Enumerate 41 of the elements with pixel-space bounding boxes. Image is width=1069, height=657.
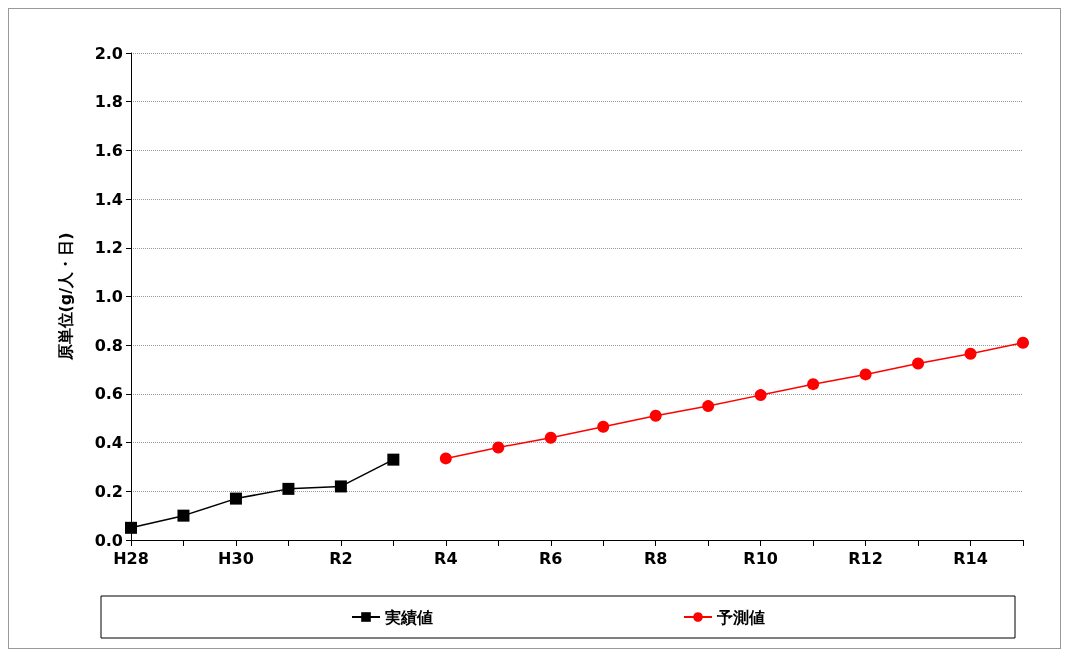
point: [544, 431, 557, 444]
y-tick-label: 1.4: [94, 189, 123, 209]
point: [439, 452, 452, 465]
y-tick-label: 0.0: [94, 530, 123, 550]
y-axis-title: 原単位(g/人・日): [55, 232, 75, 362]
point: [387, 453, 400, 466]
point: [649, 409, 662, 422]
point: [334, 480, 347, 493]
y-tick-label: 1.2: [94, 238, 123, 258]
point: [177, 509, 190, 522]
point: [912, 357, 925, 370]
y-tick-label: 1.6: [94, 140, 123, 160]
x-tick-label: R10: [743, 548, 778, 568]
point: [754, 389, 767, 402]
point: [492, 441, 505, 454]
point: [1017, 336, 1029, 349]
y-tick-label: 0.2: [94, 481, 123, 501]
y-tick-label: 2.0: [94, 43, 123, 63]
x-tick-label: R14: [953, 548, 988, 568]
x-tick-label: R4: [434, 548, 458, 568]
y-tick-label: 0.4: [94, 433, 123, 453]
y-tick-label: 0.8: [94, 335, 123, 355]
x-tick-label: R12: [848, 548, 883, 568]
point: [125, 521, 137, 534]
y-tick-label: 0.6: [94, 384, 123, 404]
legend-label: 実績値: [384, 607, 433, 627]
x-tick-label: H30: [218, 548, 254, 568]
point: [964, 347, 977, 360]
x-tick-label: H28: [113, 548, 149, 568]
point: [282, 482, 295, 495]
point: [859, 368, 872, 381]
point: [229, 492, 242, 505]
x-tick-label: R8: [643, 548, 668, 568]
y-tick-label: 1.8: [94, 92, 123, 112]
point: [807, 378, 820, 391]
point: [702, 400, 715, 413]
x-tick-label: R2: [329, 548, 353, 568]
y-tick-label: 1.0: [94, 287, 123, 306]
x-tick-label: R6: [539, 548, 563, 568]
legend-label: 予測値: [716, 607, 765, 627]
point: [597, 420, 610, 433]
